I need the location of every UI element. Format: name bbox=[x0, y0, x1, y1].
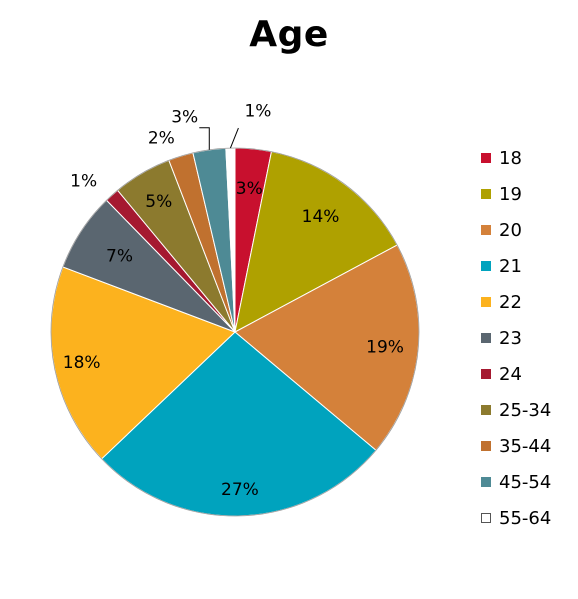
legend-item-21: 21 bbox=[481, 248, 576, 284]
legend-swatch-20 bbox=[481, 225, 491, 235]
leader-line-55-64 bbox=[229, 127, 239, 149]
legend-item-20: 20 bbox=[481, 212, 576, 248]
data-label-25-34: 5% bbox=[145, 192, 172, 212]
legend-item-23: 23 bbox=[481, 320, 576, 356]
pie-slices bbox=[50, 147, 420, 517]
data-label-45-54: 3% bbox=[171, 108, 198, 128]
legend-label-23: 23 bbox=[499, 327, 522, 349]
legend-label-55-64: 55-64 bbox=[499, 507, 552, 529]
legend-item-18: 18 bbox=[481, 140, 576, 176]
legend-item-45-54: 45-54 bbox=[481, 464, 576, 500]
legend-item-19: 19 bbox=[481, 176, 576, 212]
legend-swatch-24 bbox=[481, 369, 491, 379]
data-label-35-44: 2% bbox=[148, 129, 175, 149]
legend-swatch-18 bbox=[481, 153, 491, 163]
legend-label-18: 18 bbox=[499, 147, 522, 169]
legend-label-19: 19 bbox=[499, 183, 522, 205]
legend-label-20: 20 bbox=[499, 219, 522, 241]
legend-swatch-22 bbox=[481, 297, 491, 307]
data-labels: 3%14%19%27%18%7%1%5%2%3% 1% bbox=[63, 102, 404, 501]
legend-swatch-35-44 bbox=[481, 441, 491, 451]
legend-label-45-54: 45-54 bbox=[499, 471, 552, 493]
data-label-18: 3% bbox=[236, 179, 263, 199]
legend: 18 19 20 21 22 23 24 25-34 35-44 45-54 55-64 bbox=[481, 140, 576, 536]
data-label-23: 7% bbox=[106, 246, 133, 266]
data-label-55-64: 1% bbox=[244, 102, 271, 122]
legend-item-24: 24 bbox=[481, 356, 576, 392]
legend-label-24: 24 bbox=[499, 363, 522, 385]
legend-label-25-34: 25-34 bbox=[499, 399, 552, 421]
data-label-20: 19% bbox=[366, 337, 404, 357]
legend-swatch-21 bbox=[481, 261, 491, 271]
legend-label-22: 22 bbox=[499, 291, 522, 313]
legend-swatch-25-34 bbox=[481, 405, 491, 415]
legend-item-55-64: 55-64 bbox=[481, 500, 576, 536]
legend-swatch-23 bbox=[481, 333, 491, 343]
legend-swatch-45-54 bbox=[481, 477, 491, 487]
leader-line-45-54 bbox=[199, 127, 210, 150]
legend-item-25-34: 25-34 bbox=[481, 392, 576, 428]
legend-label-21: 21 bbox=[499, 255, 522, 277]
data-label-21: 27% bbox=[221, 480, 259, 500]
chart-title: Age bbox=[249, 14, 329, 55]
legend-item-35-44: 35-44 bbox=[481, 428, 576, 464]
pie-outline bbox=[50, 147, 420, 517]
legend-swatch-55-64 bbox=[481, 513, 491, 523]
data-label-22: 18% bbox=[63, 353, 101, 373]
legend-label-35-44: 35-44 bbox=[499, 435, 552, 457]
data-label-19: 14% bbox=[302, 207, 340, 227]
data-label-24: 1% bbox=[70, 172, 97, 192]
leader-lines bbox=[199, 127, 239, 150]
legend-swatch-19 bbox=[481, 189, 491, 199]
legend-item-22: 22 bbox=[481, 284, 576, 320]
